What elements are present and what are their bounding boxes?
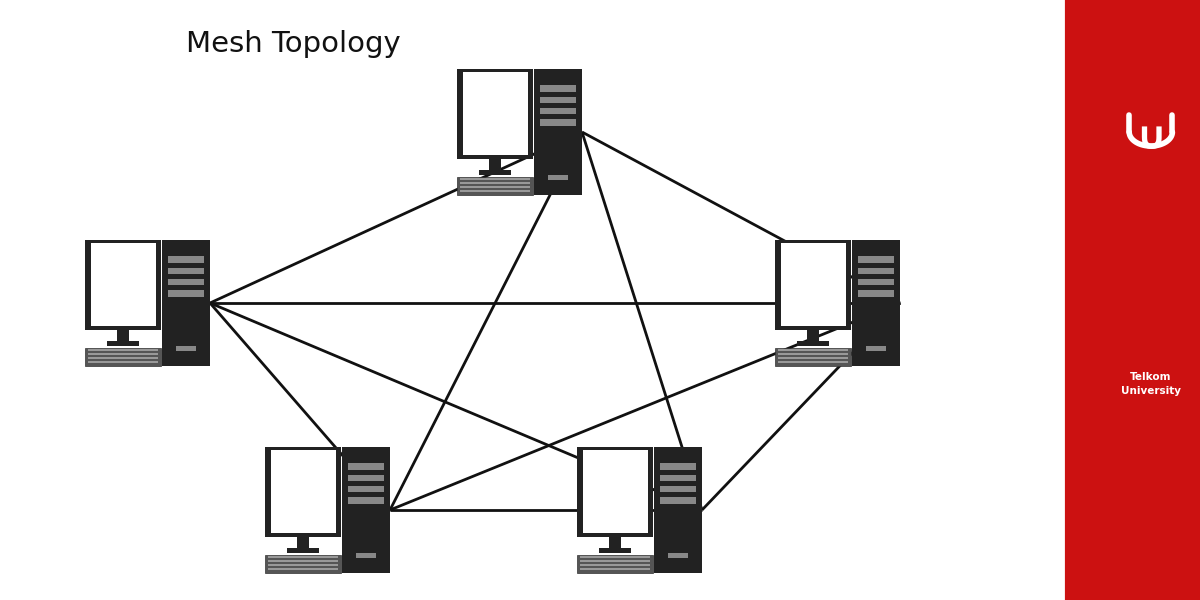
Bar — [89, 353, 158, 355]
Bar — [775, 240, 851, 330]
Bar — [858, 268, 894, 274]
Bar — [581, 568, 650, 570]
Bar — [779, 353, 848, 355]
Bar — [457, 69, 533, 159]
Bar — [540, 119, 576, 125]
Bar — [168, 256, 204, 263]
Bar — [808, 330, 818, 341]
Bar — [534, 69, 582, 195]
Bar — [342, 447, 390, 573]
Bar — [462, 71, 528, 155]
Bar — [89, 357, 158, 359]
Bar — [348, 486, 384, 493]
Bar — [599, 548, 631, 553]
Bar — [577, 555, 653, 573]
Text: ∪: ∪ — [1135, 119, 1166, 157]
Bar — [775, 348, 851, 366]
Bar — [858, 256, 894, 263]
Bar — [168, 290, 204, 296]
Bar — [780, 242, 846, 326]
Bar — [490, 159, 500, 170]
Bar — [356, 553, 376, 558]
Bar — [479, 170, 511, 175]
Text: Mesh Topology: Mesh Topology — [186, 30, 401, 58]
Bar — [660, 497, 696, 504]
Bar — [89, 349, 158, 352]
Bar — [779, 357, 848, 359]
Bar — [265, 447, 341, 537]
Bar — [168, 279, 204, 286]
Bar — [660, 475, 696, 481]
Bar — [90, 242, 156, 326]
Bar — [779, 361, 848, 364]
FancyBboxPatch shape — [1066, 0, 1200, 600]
Bar — [168, 268, 204, 274]
Bar — [461, 190, 530, 193]
Bar — [348, 497, 384, 504]
Bar — [668, 553, 688, 558]
Bar — [287, 548, 319, 553]
Bar — [858, 290, 894, 296]
Bar — [348, 475, 384, 481]
Bar — [118, 330, 128, 341]
Bar — [797, 341, 829, 346]
Bar — [581, 556, 650, 559]
Bar — [270, 449, 336, 533]
Bar — [107, 341, 139, 346]
Bar — [269, 568, 338, 570]
Bar — [162, 240, 210, 366]
Bar — [176, 346, 196, 351]
Bar — [852, 240, 900, 366]
Bar — [269, 556, 338, 559]
Bar — [540, 108, 576, 115]
Bar — [269, 560, 338, 562]
Bar — [660, 463, 696, 470]
Bar — [85, 348, 161, 366]
Bar — [582, 449, 648, 533]
Bar — [269, 564, 338, 566]
Bar — [348, 463, 384, 470]
Bar — [610, 537, 620, 548]
Bar — [461, 182, 530, 184]
Bar — [654, 447, 702, 573]
Bar — [866, 346, 886, 351]
Text: Telkom
University: Telkom University — [1121, 372, 1181, 396]
Bar — [581, 564, 650, 566]
Bar — [461, 186, 530, 188]
Bar — [548, 175, 568, 180]
Bar — [89, 361, 158, 364]
Bar — [540, 97, 576, 103]
Bar — [298, 537, 308, 548]
Bar — [85, 240, 161, 330]
Bar — [461, 178, 530, 181]
Bar — [660, 486, 696, 493]
Bar — [581, 560, 650, 562]
Bar — [779, 349, 848, 352]
Bar — [457, 177, 533, 195]
Bar — [265, 555, 341, 573]
Bar — [858, 279, 894, 286]
Bar — [577, 447, 653, 537]
Bar — [540, 85, 576, 92]
